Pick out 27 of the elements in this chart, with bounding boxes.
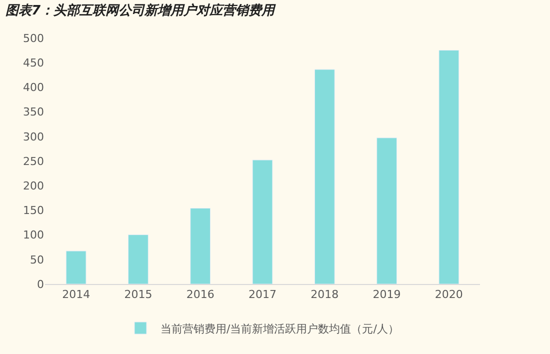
x-tick-label: 2016 xyxy=(186,288,214,302)
x-tick-label: 2017 xyxy=(248,288,276,302)
bar xyxy=(376,138,397,284)
x-tick-label: 2014 xyxy=(62,288,90,302)
x-tick-label: 2020 xyxy=(434,288,463,302)
bar xyxy=(252,160,273,284)
y-tick-label: 250 xyxy=(23,154,44,168)
bar xyxy=(190,208,211,284)
y-tick-label: 450 xyxy=(23,56,44,70)
x-tick-label: 2019 xyxy=(372,288,401,302)
y-tick-label: 350 xyxy=(23,106,44,119)
y-tick-label: 50 xyxy=(30,253,44,266)
y-tick-label: 500 xyxy=(23,32,44,45)
x-tick-label: 2018 xyxy=(310,288,339,302)
y-tick-label: 100 xyxy=(23,228,44,242)
bar xyxy=(66,250,86,284)
bar xyxy=(314,69,335,284)
bar xyxy=(128,234,148,284)
y-tick-label: 400 xyxy=(23,81,44,94)
y-tick-label: 200 xyxy=(23,179,44,192)
x-tick-label: 2015 xyxy=(124,288,152,302)
legend-label: 当前营销费用/当前新增活跃用户数均值（元/人） xyxy=(160,322,399,336)
y-tick-label: 0 xyxy=(37,278,44,291)
bar xyxy=(438,50,460,284)
y-tick-label: 150 xyxy=(23,204,44,218)
y-tick-label: 300 xyxy=(23,130,44,144)
chart-title: 图表7：头部互联网公司新增用户对应营销费用 xyxy=(6,2,277,18)
